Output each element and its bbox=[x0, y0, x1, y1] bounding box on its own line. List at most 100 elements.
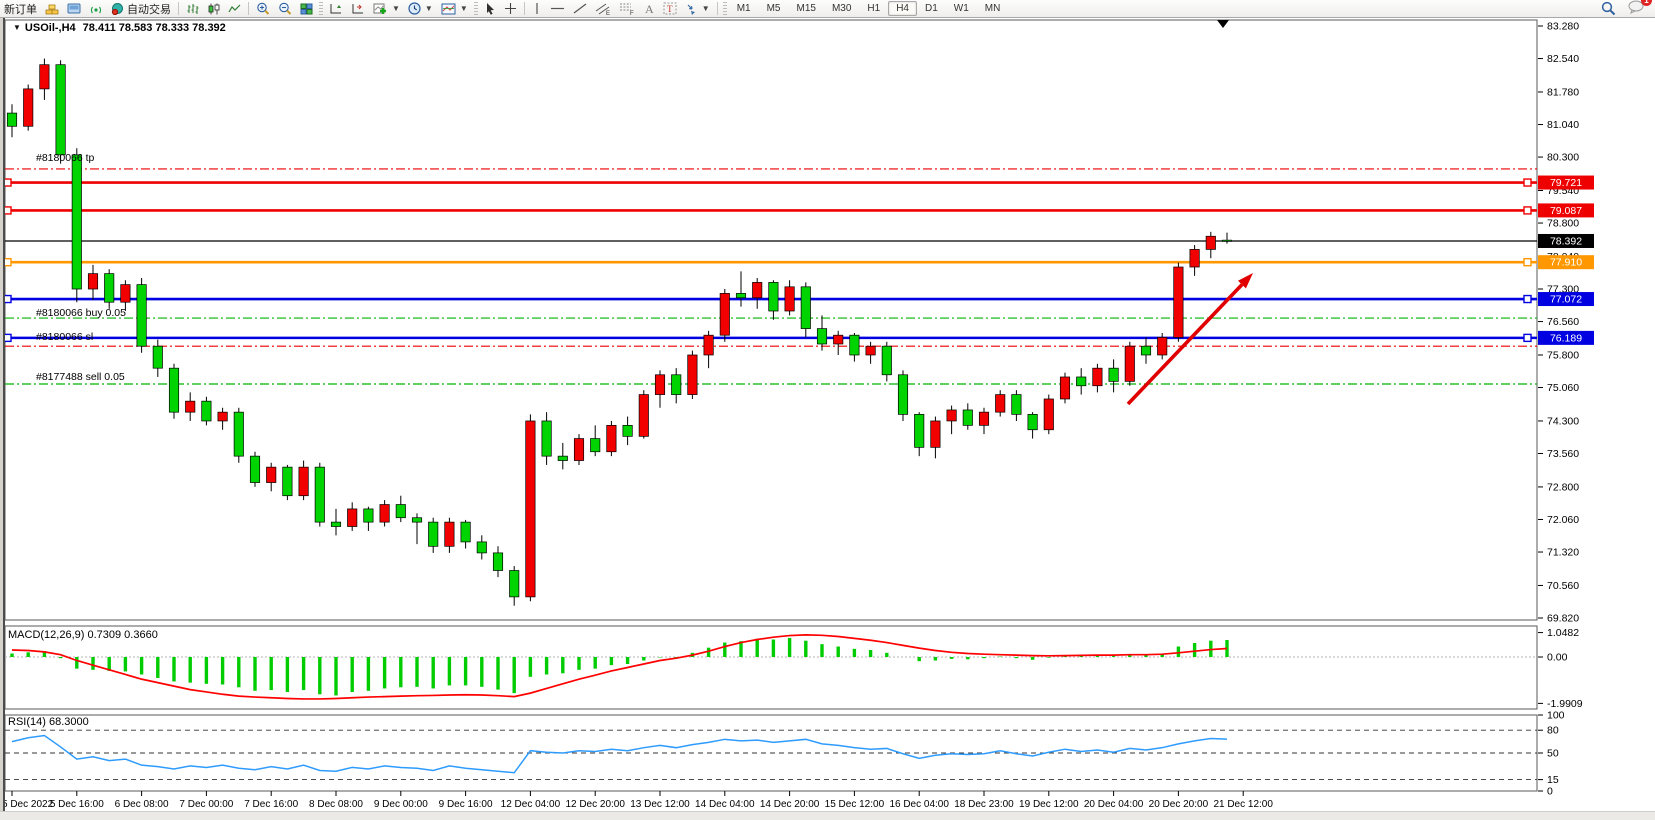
periods-button[interactable]: ▼ bbox=[404, 1, 437, 16]
bar-chart-mode-button[interactable] bbox=[182, 1, 203, 16]
signals-button[interactable] bbox=[85, 1, 107, 16]
line-endpoint-marker[interactable] bbox=[3, 178, 12, 187]
price-axis[interactable]: 83.28082.54081.78081.04080.30079.54078.8… bbox=[1538, 21, 1594, 625]
toolbar-right-group: 1 bbox=[1601, 0, 1655, 17]
timeframe-M1[interactable]: M1 bbox=[736, 3, 751, 14]
order-label[interactable]: #8180066 sl bbox=[36, 331, 93, 343]
line-endpoint-marker[interactable] bbox=[1523, 206, 1532, 215]
line-endpoint-marker[interactable] bbox=[3, 294, 12, 304]
time-tick-label: 5 Dec 16:00 bbox=[50, 799, 104, 810]
cursor-tool-button[interactable] bbox=[480, 1, 500, 16]
text-a-icon: A bbox=[645, 2, 654, 15]
macd-axis-label: -1.9909 bbox=[1547, 698, 1583, 710]
horizontal-line-icon bbox=[550, 7, 564, 10]
time-tick-label: 21 Dec 12:00 bbox=[1213, 799, 1273, 810]
cursor-icon bbox=[486, 3, 494, 15]
autotrading-button[interactable]: 自动交易 bbox=[107, 1, 175, 16]
channel-icon: E bbox=[595, 3, 610, 16]
market-watch-button[interactable] bbox=[41, 1, 63, 16]
indicators-button[interactable]: ▼ bbox=[369, 1, 404, 16]
timeframe-W1[interactable]: W1 bbox=[953, 3, 969, 14]
time-tick-label: 8 Dec 08:00 bbox=[309, 799, 363, 810]
time-tick-label: 14 Dec 20:00 bbox=[760, 799, 820, 810]
text-label-tool-button[interactable]: T bbox=[659, 1, 681, 16]
timeframe-H4[interactable]: H4 bbox=[888, 1, 917, 16]
timeframe-MN[interactable]: MN bbox=[984, 3, 1001, 14]
line-chart-mode-button[interactable] bbox=[224, 1, 245, 16]
trend-arrow[interactable] bbox=[1126, 273, 1253, 406]
time-tick-label: 9 Dec 16:00 bbox=[439, 799, 493, 810]
horizontal-line-tool-button[interactable] bbox=[546, 1, 569, 16]
fibonacci-tool-button[interactable]: F bbox=[615, 1, 639, 16]
zoom-in-button[interactable] bbox=[252, 1, 274, 16]
main-toolbar: 新订单 自动交易 bbox=[0, 0, 1655, 18]
svg-text:79.721: 79.721 bbox=[1550, 177, 1582, 189]
zoom-out-button[interactable] bbox=[274, 1, 296, 16]
arrows-tool-button[interactable]: ▼ bbox=[681, 1, 714, 16]
time-tick-label: 12 Dec 20:00 bbox=[565, 799, 625, 810]
toolbar-grip bbox=[473, 2, 478, 15]
macd-pane[interactable] bbox=[4, 625, 1538, 710]
notifications-button[interactable]: 1 bbox=[1628, 0, 1652, 17]
line-endpoint-marker[interactable] bbox=[1523, 178, 1532, 187]
toolbar-grip bbox=[319, 2, 323, 15]
order-label[interactable]: #8180066 buy 0.05 bbox=[36, 307, 126, 319]
dropdown-caret-icon: ▼ bbox=[701, 4, 710, 13]
main-pane[interactable] bbox=[4, 19, 1538, 621]
terminal-button[interactable] bbox=[63, 1, 85, 16]
fibonacci-icon: F bbox=[619, 3, 634, 16]
svg-text:F: F bbox=[630, 11, 634, 16]
autotrading-label: 自动交易 bbox=[127, 3, 171, 16]
clock-icon bbox=[408, 2, 421, 15]
tile-windows-icon bbox=[300, 3, 313, 14]
timeframe-M5[interactable]: M5 bbox=[766, 3, 781, 14]
line-endpoint-marker[interactable] bbox=[1523, 333, 1532, 343]
trendline-tool-button[interactable] bbox=[569, 1, 591, 16]
price-tick-label: 74.300 bbox=[1547, 415, 1579, 427]
object-anchor-triangle[interactable] bbox=[1217, 20, 1229, 28]
window-bottom-strip bbox=[0, 811, 1655, 820]
macd-layer: 1.0482 0.00 -1.9909 bbox=[5, 627, 1583, 710]
candles-layer[interactable] bbox=[6, 58, 1233, 606]
price-tick-label: 81.780 bbox=[1547, 86, 1579, 98]
price-tick-label: 72.060 bbox=[1547, 514, 1579, 526]
symbol-dropdown-icon[interactable]: ▼ bbox=[13, 23, 21, 32]
text-tool-button[interactable]: A bbox=[639, 1, 659, 16]
line-endpoint-marker[interactable] bbox=[3, 333, 12, 343]
timeframe-D1[interactable]: D1 bbox=[925, 3, 938, 14]
line-endpoint-marker[interactable] bbox=[3, 257, 12, 267]
rsi-indicator-label: RSI(14) 68.3000 bbox=[8, 716, 89, 728]
rsi-axis-label: 80 bbox=[1547, 725, 1559, 737]
rsi-axis-label: 15 bbox=[1547, 774, 1559, 786]
price-line-axis-label bbox=[1538, 233, 1594, 248]
auto-scroll-button[interactable] bbox=[325, 1, 347, 16]
chart-shift-button[interactable] bbox=[347, 1, 369, 16]
time-tick-label: 16 Dec 04:00 bbox=[889, 799, 949, 810]
equidistant-channel-tool-button[interactable]: E bbox=[591, 1, 615, 16]
order-label[interactable]: #8180066 tp bbox=[36, 152, 95, 164]
price-tick-label: 72.800 bbox=[1547, 481, 1579, 493]
candlestick-icon bbox=[208, 3, 220, 14]
time-tick-label: 19 Dec 12:00 bbox=[1019, 799, 1079, 810]
templates-button[interactable]: ▼ bbox=[437, 1, 472, 16]
zoom-out-icon bbox=[279, 2, 292, 15]
time-tick-label: 13 Dec 12:00 bbox=[630, 799, 690, 810]
timeframe-M15[interactable]: M15 bbox=[796, 3, 816, 14]
line-endpoint-marker[interactable] bbox=[1523, 294, 1532, 304]
line-endpoint-marker[interactable] bbox=[1523, 257, 1532, 267]
new-order-button[interactable]: 新订单 bbox=[0, 1, 41, 16]
line-endpoint-marker[interactable] bbox=[3, 206, 12, 215]
svg-text:79.087: 79.087 bbox=[1550, 205, 1582, 217]
order-label[interactable]: #8177488 sell 0.05 bbox=[36, 371, 125, 383]
candlestick-mode-button[interactable] bbox=[203, 1, 224, 16]
timeframe-M30[interactable]: M30 bbox=[831, 3, 852, 14]
tile-windows-button[interactable] bbox=[296, 1, 317, 16]
search-icon[interactable] bbox=[1601, 1, 1616, 16]
vertical-line-tool-button[interactable] bbox=[528, 1, 546, 16]
svg-text:78.392: 78.392 bbox=[1550, 235, 1582, 247]
timeframe-H1[interactable]: H1 bbox=[867, 3, 881, 14]
price-tick-label: 71.320 bbox=[1547, 547, 1579, 559]
crosshair-tool-button[interactable] bbox=[500, 1, 521, 16]
